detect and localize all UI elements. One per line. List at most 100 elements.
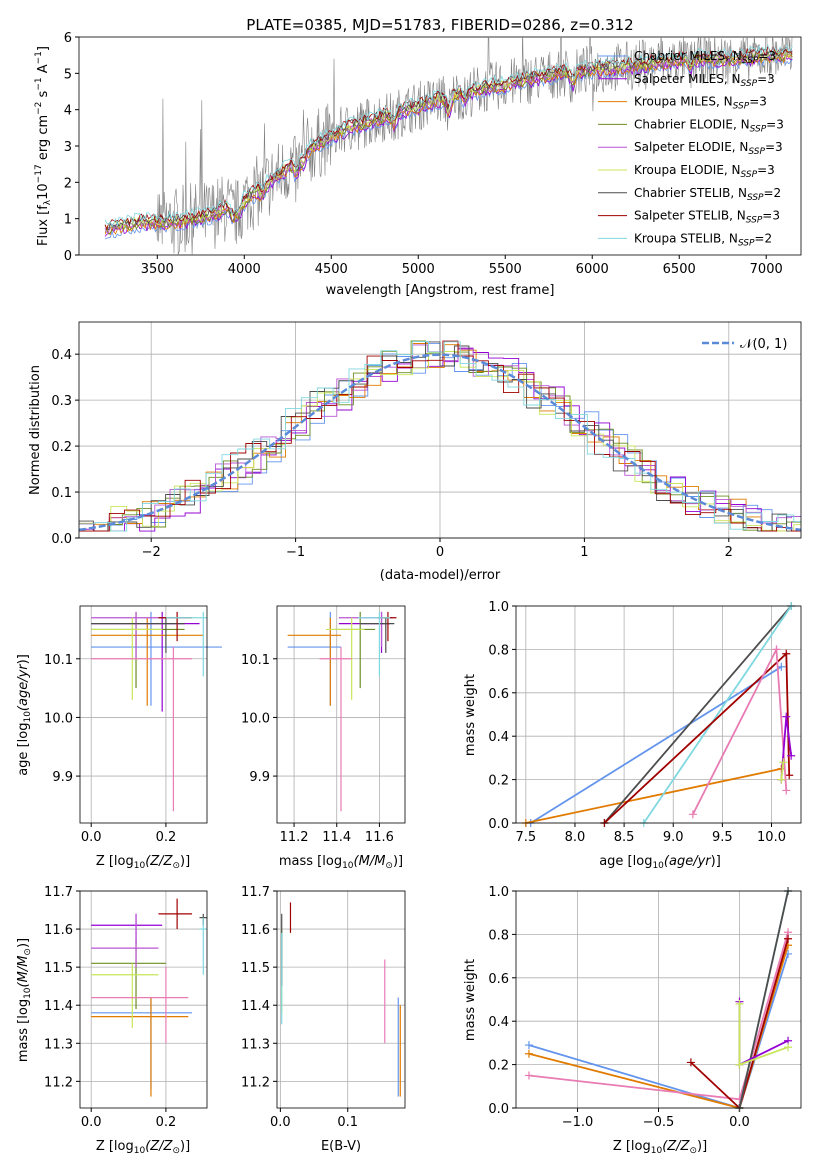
y-tick-label: 4 [64,104,72,119]
y-tick-label: 0.0 [51,532,72,547]
x-tick-label: −1.0 [562,1115,594,1130]
x-tick-label: 7.5 [515,830,536,845]
x-tick-label: 5000 [402,262,435,277]
weight-vs-metallicity-panel: −1.0 −0.5 0.0 0.0 0.2 0.4 0.6 0.8 1.0 [488,885,802,1130]
model-salpeter-elodie-line [104,49,793,234]
legend-label: Salpeter ELODIE, NSSP=3 [634,140,783,157]
p8-ylabel: mass weight [463,959,478,1041]
legend-label: Chabrier MILES, NSSP=3 [634,49,776,66]
y-tick-label: 0.2 [51,440,72,455]
y-tick-label: 11.4 [44,999,73,1014]
y-tick-label: 0.6 [488,687,509,702]
x-tick-label: 0.2 [156,830,177,845]
weight-marker [524,1071,533,1080]
x-tick-label: 9.5 [712,830,733,845]
y-tick-label: 11.7 [44,885,73,900]
spectrum-ylabel: Flux [fλ10−17 erg cm−2 s−1 A−1] [34,46,53,246]
weight-marker [784,934,793,943]
y-tick-label: 0.4 [51,348,72,363]
histogram-chabrier-stelib [79,341,801,532]
weight-vs-age-panel: 7.5 8.0 8.5 9.0 9.5 10.0 0.0 0.2 0.4 0.6 0.8 1.0 [488,600,802,845]
x-tick-label: 0.1 [337,1115,358,1130]
y-tick-label: 0.0 [488,1102,509,1117]
weight-marker [782,649,791,658]
y-tick-label: 11.5 [241,961,270,976]
panel-frame [276,890,406,1109]
y-tick-label: 11.4 [241,999,270,1014]
mass-vs-metallicity-panel: 0.0 0.2 11.2 11.3 11.4 11.5 11.6 11.7 [44,885,208,1130]
y-tick-label: 1.0 [488,600,509,615]
y-tick-label: 5 [64,67,72,82]
spectrum-legend: Chabrier MILES, NSSP=3 Salpeter MILES, NS… [598,49,784,248]
weight-marker [785,771,794,780]
weight-marker [735,999,744,1008]
mass-vs-reddening-panel: 0.0 0.1 11.2 11.3 11.4 11.5 11.6 11.7 [241,885,406,1130]
age-ylabel: age [log10(age/yr)] [16,654,33,776]
p8-xlabel: Z [log10(Z/Z⊙)] [613,1139,707,1156]
weight-marker [772,645,781,654]
weight-marker [688,810,697,819]
y-tick-label: 10.0 [241,711,270,726]
weight-marker [782,712,791,721]
histogram-legend: 𝒩(0, 1) [702,337,787,352]
x-tick-label: 0.0 [81,1115,102,1130]
weight-marker [777,775,786,784]
weight-marker [779,758,788,767]
panel-frame [276,605,406,824]
x-tick-label: −2 [142,545,161,560]
histogram-xlabel: (data-model)/error [380,568,501,583]
x-tick-label: 3500 [141,262,174,277]
weight-line [525,767,782,824]
x-tick-label: 11.6 [365,830,394,845]
weight-marker [524,1049,533,1058]
y-tick-label: 10.1 [241,653,270,668]
y-tick-label: 0.3 [51,394,72,409]
normal-distribution-curve [78,353,802,532]
y-tick-label: 0.2 [488,1059,509,1074]
model-salpeter-stelib-line [104,45,793,231]
p5-ylabel: mass weight [463,674,478,756]
y-tick-label: 1.0 [488,885,509,900]
y-tick-label: 11.6 [44,923,73,938]
weight-marker [784,1043,793,1052]
histogram-salpeter-stelib [79,340,801,532]
y-tick-label: 0.4 [488,730,509,745]
weight-marker [735,1060,744,1069]
y-tick-label: 0.4 [488,1015,509,1030]
legend-label: Kroupa ELODIE, NSSP=3 [634,163,775,180]
y-tick-label: 0.6 [488,972,509,987]
legend-label: Kroupa MILES, NSSP=3 [634,95,767,112]
x-tick-label: 6000 [576,262,609,277]
x-tick-label: 0.0 [81,830,102,845]
y-tick-label: 9.9 [249,770,270,785]
y-tick-label: 11.2 [44,1075,73,1090]
x-tick-label: 0.2 [156,1115,177,1130]
age-vs-mass-panel: 11.2 11.4 11.6 9.9 10.0 10.1 [241,605,406,845]
x-tick-label: 11.4 [322,830,351,845]
weight-line [530,666,782,824]
x-tick-label: 2 [725,545,733,560]
y-tick-label: 1 [64,213,72,228]
panel-frame [515,890,802,1109]
y-tick-label: 0.2 [488,774,509,789]
x-tick-label: 7000 [750,262,783,277]
spectrum-plot-area [104,37,793,255]
y-tick-label: 10.0 [44,711,73,726]
y-tick-label: 3 [64,140,72,155]
mass-ylabel: mass [log10(M/M⊙)] [16,938,33,1062]
weight-marker [524,1041,533,1050]
y-tick-label: 11.2 [241,1075,270,1090]
y-tick-label: 0.8 [488,643,509,658]
y-tick-label: 9.9 [52,770,73,785]
legend-label: Chabrier STELIB, NSSP=2 [634,186,781,203]
y-tick-label: 11.3 [44,1037,73,1052]
model-chabrier-miles-line [104,55,793,240]
y-tick-label: 11.5 [44,961,73,976]
legend-label: Chabrier ELODIE, NSSP=3 [634,117,784,134]
histogram-frame [78,321,802,539]
weight-line [643,605,792,824]
x-tick-label: −0.5 [643,1115,675,1130]
x-tick-label: 5500 [489,262,522,277]
p7-xlabel: E(B-V) [321,1139,361,1154]
